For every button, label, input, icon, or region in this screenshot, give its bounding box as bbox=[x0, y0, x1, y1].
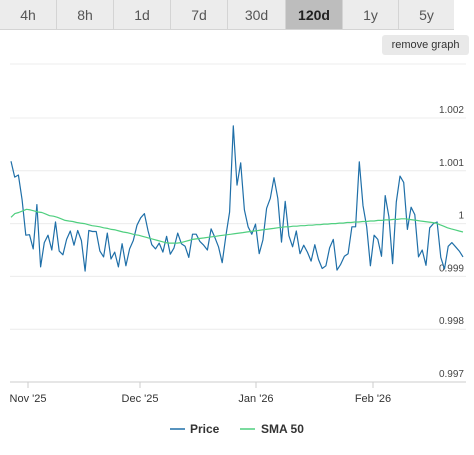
timeframe-tabs: 4h 8h 1d 7d 30d 120d 1y 5y bbox=[0, 0, 474, 30]
y-tick-label: 1 bbox=[458, 211, 464, 222]
y-tick-label: 1.002 bbox=[439, 105, 464, 116]
chart-series bbox=[10, 125, 464, 272]
y-tick-label: 0.997 bbox=[439, 369, 464, 380]
tab-120d[interactable]: 120d bbox=[286, 0, 343, 30]
y-tick-label: 0.999 bbox=[439, 263, 464, 274]
x-tick-label: Nov '25 bbox=[10, 393, 47, 405]
y-tick-label: 0.998 bbox=[439, 316, 464, 327]
y-axis-ticks: 1.002 1.001 1 0.999 0.998 0.997 bbox=[439, 105, 464, 380]
series-line-price bbox=[10, 125, 464, 272]
tab-8h[interactable]: 8h bbox=[57, 0, 114, 30]
x-tick-label: Jan '26 bbox=[238, 393, 273, 405]
tab-1y[interactable]: 1y bbox=[343, 0, 399, 30]
series-line-sma-50 bbox=[10, 208, 464, 244]
legend-label[interactable]: Price bbox=[190, 422, 220, 436]
x-tick-label: Dec '25 bbox=[122, 393, 159, 405]
tab-4h[interactable]: 4h bbox=[0, 0, 57, 30]
tab-5y[interactable]: 5y bbox=[399, 0, 454, 30]
legend-label[interactable]: SMA 50 bbox=[261, 422, 304, 436]
y-tick-label: 1.001 bbox=[439, 158, 464, 169]
tab-1d[interactable]: 1d bbox=[114, 0, 171, 30]
chart-legend: Price SMA 50 bbox=[170, 422, 304, 436]
x-tick-label: Feb '26 bbox=[355, 393, 391, 405]
x-axis-ticks: Nov '25 Dec '25 Jan '26 Feb '26 bbox=[10, 381, 466, 405]
tab-7d[interactable]: 7d bbox=[171, 0, 228, 30]
remove-graph-button[interactable]: remove graph bbox=[382, 35, 469, 55]
tab-30d[interactable]: 30d bbox=[228, 0, 286, 30]
